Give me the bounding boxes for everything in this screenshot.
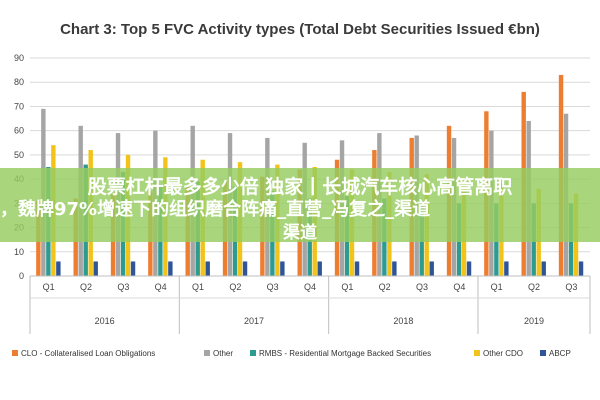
bar xyxy=(280,261,285,276)
legend: CLO - Collateralised Loan Obligations Oth… xyxy=(12,349,571,358)
x-tick-label: Q3 xyxy=(117,282,129,292)
year-label: 2019 xyxy=(524,316,544,326)
bar xyxy=(56,261,61,276)
bar xyxy=(168,261,173,276)
x-tick-label: Q4 xyxy=(304,282,316,292)
legend-entry: CLO - Collateralised Loan Obligations xyxy=(21,349,155,358)
y-tick-label: 90 xyxy=(14,53,24,63)
bar xyxy=(317,261,322,276)
bar xyxy=(504,261,509,276)
x-tick-label: Q2 xyxy=(80,282,92,292)
legend-swatch xyxy=(250,350,256,356)
x-tick-label: Q2 xyxy=(528,282,540,292)
legend-entry: ABCP xyxy=(549,349,571,358)
overlay-banner: 股票杠杆最多多少倍 独家丨长城汽车核心高管离职 ，魏牌97%增速下的组织磨合阵痛… xyxy=(0,168,600,243)
y-tick-label: 10 xyxy=(14,247,24,257)
x-tick-label: Q2 xyxy=(229,282,241,292)
y-tick-label: 0 xyxy=(19,271,24,281)
y-tick-label: 50 xyxy=(14,150,24,160)
bar xyxy=(242,261,248,276)
legend-swatch xyxy=(474,350,480,356)
legend-entry: Other xyxy=(213,349,233,358)
y-tick-label: 60 xyxy=(14,126,24,136)
bar xyxy=(429,261,434,276)
x-tick-label: Q3 xyxy=(267,282,279,292)
bar xyxy=(466,261,472,276)
bar xyxy=(541,261,546,276)
x-tick-label: Q4 xyxy=(155,282,167,292)
legend-entry: Other CDO xyxy=(483,349,523,358)
legend-entry: RMBS - Residential Mortgage Backed Secur… xyxy=(259,349,431,358)
x-tick-label: Q1 xyxy=(491,282,503,292)
overlay-tag: 渠道 xyxy=(283,223,317,243)
x-tick-label: Q4 xyxy=(453,282,465,292)
bar xyxy=(354,261,360,276)
x-tick-label: Q1 xyxy=(192,282,204,292)
x-tick-label: Q3 xyxy=(416,282,428,292)
year-label: 2017 xyxy=(244,316,264,326)
chart-title: Chart 3: Top 5 FVC Activity types (Total… xyxy=(60,21,540,38)
legend-swatch xyxy=(12,350,18,356)
y-tick-label: 80 xyxy=(14,77,24,87)
x-tick-label: Q1 xyxy=(341,282,353,292)
legend-swatch xyxy=(204,350,210,356)
y-tick-label: 70 xyxy=(14,101,24,111)
x-tick-label: Q3 xyxy=(565,282,577,292)
bar xyxy=(578,261,584,276)
year-label: 2018 xyxy=(393,316,413,326)
x-tick-label: Q1 xyxy=(43,282,55,292)
bar xyxy=(205,261,210,276)
overlay-subheadline: ，魏牌97%增速下的组织磨合阵痛_直营_冯复之_渠道 xyxy=(0,199,431,220)
overlay-headline: 股票杠杆最多多少倍 独家丨长城汽车核心高管离职 xyxy=(87,176,513,198)
x-tick-label: Q2 xyxy=(379,282,391,292)
legend-swatch xyxy=(540,350,546,356)
bar xyxy=(392,261,397,276)
year-label: 2016 xyxy=(95,316,115,326)
bar xyxy=(93,261,98,276)
bar xyxy=(130,261,136,276)
